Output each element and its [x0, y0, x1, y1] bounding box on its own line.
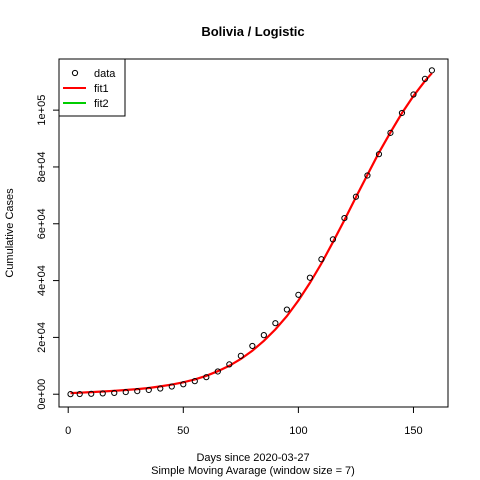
y-tick-label: 6e+04 — [36, 208, 48, 239]
data-point — [168, 383, 175, 390]
data-point — [428, 67, 435, 74]
data-point — [295, 291, 302, 298]
data-point — [260, 332, 267, 339]
data-point — [157, 385, 164, 392]
data-point — [134, 387, 141, 395]
chart-title: Bolivia / Logistic — [201, 24, 304, 39]
data-point — [318, 256, 325, 263]
data-point — [67, 391, 74, 398]
data-point — [88, 390, 95, 397]
y-tick-label: 4e+04 — [36, 265, 48, 296]
legend: data fit1 fit2 — [58, 58, 126, 117]
data-point — [191, 378, 198, 385]
data-point — [387, 129, 394, 136]
data-point — [111, 389, 118, 397]
legend-label-fit2: fit2 — [94, 98, 109, 110]
legend-label-data: data — [94, 68, 116, 80]
series-layer — [67, 67, 435, 398]
data-point — [352, 193, 360, 200]
data-point — [283, 306, 290, 313]
fit1-line — [70, 72, 433, 395]
legend-marker-data — [71, 69, 79, 77]
data-point — [237, 352, 244, 359]
data-point — [410, 91, 417, 98]
x-tick-label: 0 — [65, 425, 71, 437]
y-tick-label: 2e+04 — [36, 322, 48, 353]
y-tick-label: 1e+05 — [36, 95, 48, 126]
data-point — [122, 388, 129, 396]
data-point — [306, 274, 313, 281]
x-axis-sublabel: Simple Moving Avarage (window size = 7) — [151, 465, 355, 477]
data-point — [272, 320, 279, 327]
data-point — [203, 374, 210, 381]
data-point — [398, 109, 406, 117]
data-point — [99, 390, 106, 397]
x-tick-label: 150 — [404, 425, 422, 437]
x-axis-label: Days since 2020-03-27 — [196, 452, 309, 464]
data-point — [145, 386, 152, 394]
y-tick-label: 8e+04 — [36, 151, 48, 182]
data-point — [249, 342, 256, 350]
data-point — [421, 75, 429, 82]
data-point — [341, 214, 348, 222]
y-axis-label: Cumulative Cases — [4, 188, 16, 278]
data-point — [214, 368, 221, 375]
x-tick-label: 50 — [177, 425, 189, 437]
legend-label-fit1: fit1 — [94, 83, 109, 95]
x-axis: 0 50 100 150 — [65, 406, 423, 437]
data-point — [375, 151, 383, 158]
x-tick-label: 100 — [289, 425, 307, 437]
data-point — [329, 236, 337, 243]
data-point — [364, 172, 371, 179]
y-axis: 0e+00 2e+04 4e+04 6e+04 8e+04 1e+05 — [36, 95, 60, 410]
y-tick-label: 0e+00 — [36, 379, 48, 410]
data-point — [76, 390, 83, 398]
data-point — [180, 381, 187, 388]
data-point — [226, 361, 233, 368]
